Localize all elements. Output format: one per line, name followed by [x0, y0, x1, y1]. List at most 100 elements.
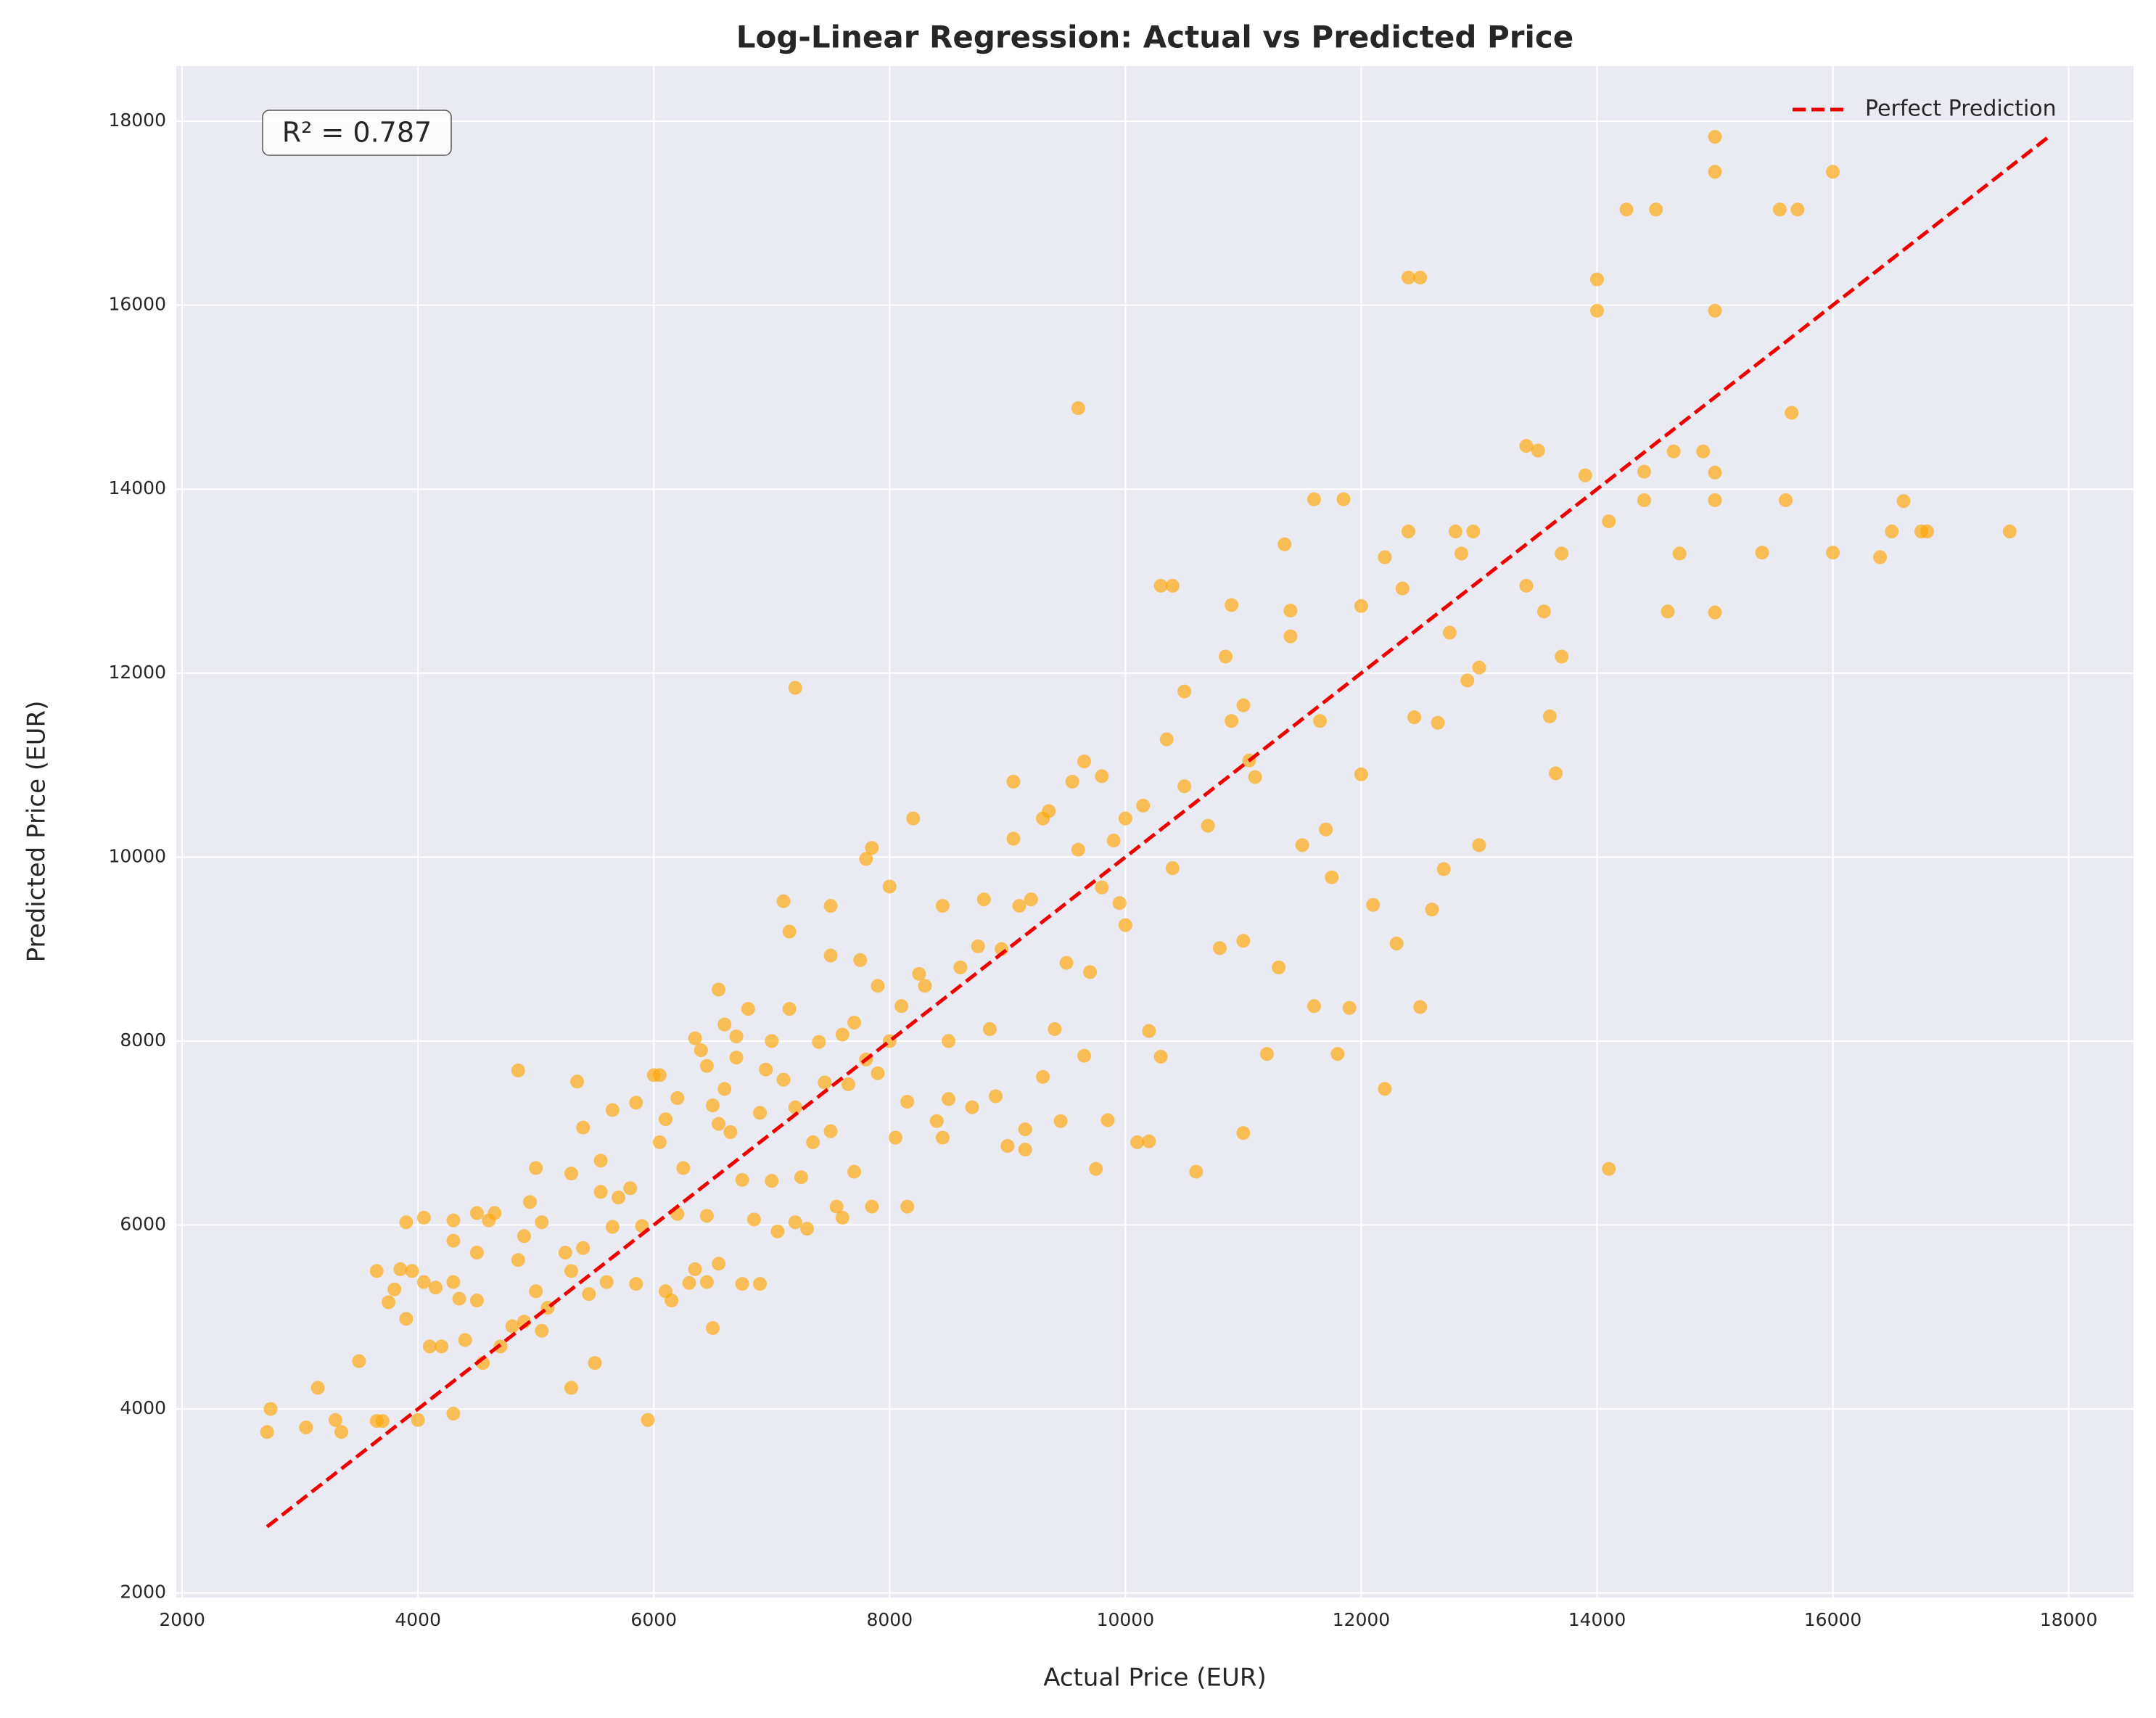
point: [469, 1246, 484, 1260]
annotation-box: [262, 110, 452, 156]
point: [263, 1402, 278, 1416]
point: [387, 1282, 402, 1296]
point: [723, 1125, 738, 1139]
point: [1006, 831, 1021, 846]
point: [712, 1257, 726, 1271]
point: [1012, 899, 1026, 913]
point: [1112, 896, 1127, 911]
y-tick-label: 10000: [108, 845, 166, 866]
point: [1826, 165, 1840, 179]
point: [558, 1246, 572, 1260]
point: [1378, 550, 1392, 564]
point: [2002, 525, 2017, 539]
point: [1077, 1048, 1091, 1063]
point: [1272, 961, 1286, 975]
point: [1236, 934, 1251, 948]
point: [912, 966, 926, 981]
point: [1472, 660, 1486, 675]
point: [429, 1281, 443, 1295]
point: [1401, 271, 1415, 285]
point: [1672, 546, 1687, 561]
point: [682, 1275, 696, 1290]
point: [1095, 769, 1109, 784]
point: [935, 899, 950, 913]
point: [382, 1295, 396, 1310]
point: [735, 1277, 749, 1291]
y-tick-label: 18000: [108, 110, 166, 131]
point: [487, 1206, 502, 1220]
point: [829, 1199, 844, 1214]
point: [1342, 1000, 1357, 1015]
point: [1708, 605, 1722, 620]
point: [1460, 673, 1475, 688]
point: [859, 852, 873, 866]
point: [900, 1199, 915, 1214]
point: [1319, 822, 1333, 837]
point: [865, 841, 879, 855]
point: [1059, 955, 1074, 970]
point: [1053, 1114, 1068, 1128]
point: [800, 1222, 815, 1236]
point: [605, 1103, 620, 1117]
point: [1018, 1122, 1032, 1137]
point: [818, 1075, 832, 1090]
point: [735, 1172, 749, 1187]
point: [965, 1100, 979, 1114]
point: [1555, 649, 1569, 664]
point: [871, 979, 885, 993]
point: [517, 1229, 531, 1244]
point: [1354, 599, 1368, 613]
point: [1920, 525, 1935, 539]
point: [971, 939, 985, 953]
point: [1024, 892, 1038, 907]
point: [770, 1224, 785, 1238]
point: [1531, 443, 1545, 458]
point: [942, 1034, 956, 1048]
point: [1602, 514, 1616, 529]
x-tick-label: 6000: [630, 1609, 677, 1630]
point: [576, 1241, 591, 1255]
point: [753, 1106, 768, 1120]
point: [1455, 546, 1469, 561]
point: [1873, 550, 1888, 564]
point: [582, 1287, 596, 1302]
y-tick-label: 2000: [120, 1582, 166, 1603]
point: [511, 1253, 525, 1267]
point: [1159, 732, 1174, 747]
point: [1006, 774, 1021, 789]
x-tick-label: 14000: [1568, 1609, 1626, 1630]
point: [393, 1262, 408, 1276]
point: [729, 1051, 744, 1065]
point: [458, 1333, 472, 1347]
point: [1401, 525, 1415, 539]
x-tick-label: 12000: [1333, 1609, 1391, 1630]
point: [865, 1199, 879, 1214]
point: [1130, 1135, 1145, 1149]
point: [1637, 464, 1651, 479]
point: [1077, 755, 1091, 769]
chart-title: Log-Linear Regression: Actual vs Predict…: [736, 20, 1574, 55]
point: [564, 1264, 578, 1278]
point: [1549, 766, 1563, 781]
point: [629, 1277, 643, 1291]
x-tick-label: 4000: [395, 1609, 441, 1630]
point: [446, 1233, 461, 1248]
point: [1696, 444, 1711, 459]
point: [593, 1185, 608, 1199]
point: [1466, 525, 1481, 539]
point: [641, 1413, 655, 1427]
point: [529, 1284, 543, 1299]
point: [1708, 165, 1722, 179]
point: [882, 879, 897, 894]
point: [1589, 272, 1604, 287]
point: [1519, 578, 1534, 593]
point: [888, 1130, 902, 1145]
point: [853, 953, 868, 967]
point: [1283, 629, 1298, 644]
point: [989, 1089, 1003, 1103]
point: [741, 1002, 755, 1016]
point: [676, 1161, 691, 1175]
point: [1425, 903, 1439, 917]
point: [782, 924, 797, 939]
point: [794, 1170, 808, 1185]
